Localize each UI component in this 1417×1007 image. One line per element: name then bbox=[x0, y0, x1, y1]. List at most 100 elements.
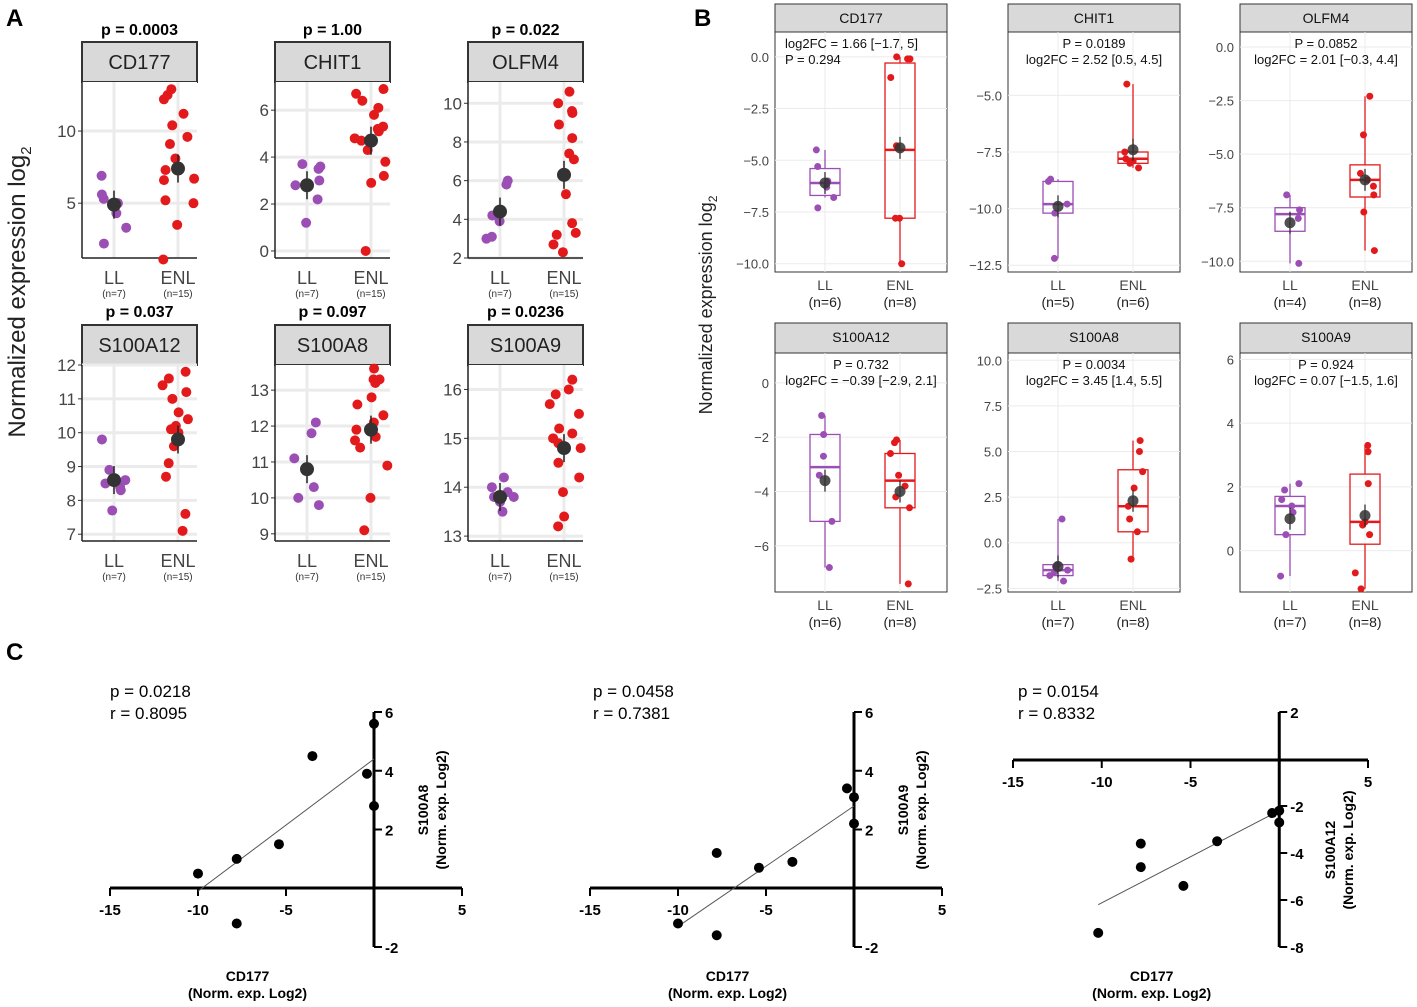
enl-point bbox=[160, 195, 171, 206]
y-tick-label: 2 bbox=[865, 823, 873, 840]
enl-point bbox=[1123, 80, 1131, 88]
enl-point bbox=[170, 420, 181, 431]
x-tick-label: LL bbox=[1282, 597, 1298, 613]
enl-point bbox=[893, 436, 901, 444]
enl-point bbox=[566, 106, 577, 117]
y-tick-label: 6 bbox=[385, 705, 393, 722]
p-value-label: p = 0.097 bbox=[298, 304, 366, 321]
enl-point bbox=[167, 393, 178, 404]
x-tick-label: -10 bbox=[667, 902, 689, 919]
enl-point bbox=[886, 449, 894, 457]
y-tick-label: 11 bbox=[58, 390, 76, 409]
data-point bbox=[753, 862, 764, 873]
group-n-label: (n=7) bbox=[102, 289, 126, 300]
enl-point bbox=[1359, 131, 1367, 139]
enl-point bbox=[163, 373, 174, 384]
ll-point bbox=[289, 453, 300, 464]
facet-s100a8: p = 0.097 S100A8 9 10 11 12 13 LL(n=7) ENL(n=15) bbox=[250, 304, 393, 583]
ll-mean-point bbox=[819, 475, 831, 487]
data-point bbox=[369, 718, 379, 729]
enl-point bbox=[188, 198, 199, 209]
enl-point bbox=[164, 139, 175, 150]
enl-point bbox=[350, 435, 361, 446]
enl-point bbox=[359, 525, 370, 536]
y-tick-label: 10 bbox=[443, 94, 462, 113]
y-tick-label: 4 bbox=[385, 764, 394, 781]
group-n-label: (n=8) bbox=[883, 294, 916, 310]
y-tick-label: 2 bbox=[1227, 480, 1234, 495]
facet-strip bbox=[81, 41, 198, 83]
enl-mean-point bbox=[1359, 174, 1371, 186]
enl-point bbox=[1121, 148, 1129, 156]
y-tick-label: 13 bbox=[250, 381, 269, 400]
x-tick-label: -10 bbox=[187, 902, 209, 919]
ll-mean-point bbox=[300, 178, 314, 193]
enl-point bbox=[1370, 247, 1378, 255]
facet-strip bbox=[467, 41, 584, 83]
facet-title: OLFM4 bbox=[1303, 10, 1350, 26]
group-n-label: (n=15) bbox=[163, 289, 192, 300]
y-axis-title: Normalized expression log2 bbox=[696, 195, 720, 414]
ll-point bbox=[825, 564, 833, 572]
y-tick-label: 2.5 bbox=[984, 490, 1002, 505]
enl-point bbox=[378, 170, 389, 181]
y-tick-label: −7.5 bbox=[976, 145, 1002, 160]
x-tick-label: -5 bbox=[759, 902, 772, 919]
enl-point bbox=[551, 229, 562, 240]
y-tick-label: 0 bbox=[762, 376, 769, 391]
enl-point bbox=[180, 366, 191, 377]
ll-point bbox=[814, 204, 822, 212]
facet-title: S100A9 bbox=[490, 335, 561, 357]
y-tick-label: 5.0 bbox=[984, 445, 1002, 460]
enl-point bbox=[1360, 208, 1368, 216]
enl-point bbox=[1369, 182, 1377, 190]
enl-point bbox=[158, 175, 169, 186]
x-tick-label: 5 bbox=[1364, 774, 1372, 791]
enl-point bbox=[357, 95, 368, 106]
enl-point bbox=[1126, 515, 1134, 523]
group-n-label: (n=15) bbox=[356, 289, 385, 300]
x-tick-label: LL bbox=[104, 268, 124, 288]
x-axis-title-line: (Norm. exp. Log2) bbox=[668, 985, 787, 1001]
ll-point bbox=[1063, 200, 1071, 208]
enl-point bbox=[360, 245, 371, 256]
y-tick-label: 15 bbox=[443, 429, 462, 448]
enl-point bbox=[1130, 484, 1138, 492]
ll-point bbox=[828, 517, 836, 525]
enl-point bbox=[887, 74, 895, 82]
y-tick-label: 11 bbox=[251, 453, 269, 472]
y-tick-label: -4 bbox=[1290, 846, 1304, 863]
y-tick-label: −2.5 bbox=[976, 581, 1002, 596]
enl-point bbox=[167, 120, 178, 131]
ll-point bbox=[819, 452, 827, 460]
ll-point bbox=[1281, 486, 1289, 494]
y-tick-label: 2 bbox=[385, 823, 393, 840]
y-tick-label: 7 bbox=[67, 525, 76, 544]
x-tick-label: LL bbox=[490, 551, 510, 571]
y-tick-label: 4 bbox=[1227, 416, 1234, 431]
enl-point bbox=[180, 508, 191, 519]
enl-point bbox=[1364, 480, 1372, 488]
x-tick-label: LL bbox=[104, 551, 124, 571]
x-axis-title-line: (Norm. exp. Log2) bbox=[1092, 985, 1211, 1001]
p-value-label: p = 0.037 bbox=[105, 304, 173, 321]
group-n-label: (n=4) bbox=[1273, 294, 1306, 310]
ll-point bbox=[1058, 515, 1066, 523]
y-tick-label: 12 bbox=[250, 417, 269, 436]
enl-point bbox=[564, 86, 575, 97]
y-tick-label: 4 bbox=[260, 148, 269, 167]
y-tick-label: −7.5 bbox=[1208, 201, 1234, 216]
x-tick-label: ENL bbox=[160, 268, 195, 288]
enl-point bbox=[574, 472, 585, 483]
x-tick-label: -5 bbox=[279, 902, 292, 919]
ll-point bbox=[306, 428, 317, 439]
ll-point bbox=[315, 161, 326, 172]
x-tick-label: ENL bbox=[1119, 277, 1146, 293]
group-n-label: (n=7) bbox=[488, 572, 512, 583]
enl-mean-point bbox=[894, 486, 906, 498]
group-n-label: (n=15) bbox=[163, 572, 192, 583]
y-tick-label: 6 bbox=[865, 705, 873, 722]
ll-point bbox=[104, 464, 115, 475]
data-point bbox=[849, 818, 859, 829]
enl-point bbox=[553, 98, 564, 109]
